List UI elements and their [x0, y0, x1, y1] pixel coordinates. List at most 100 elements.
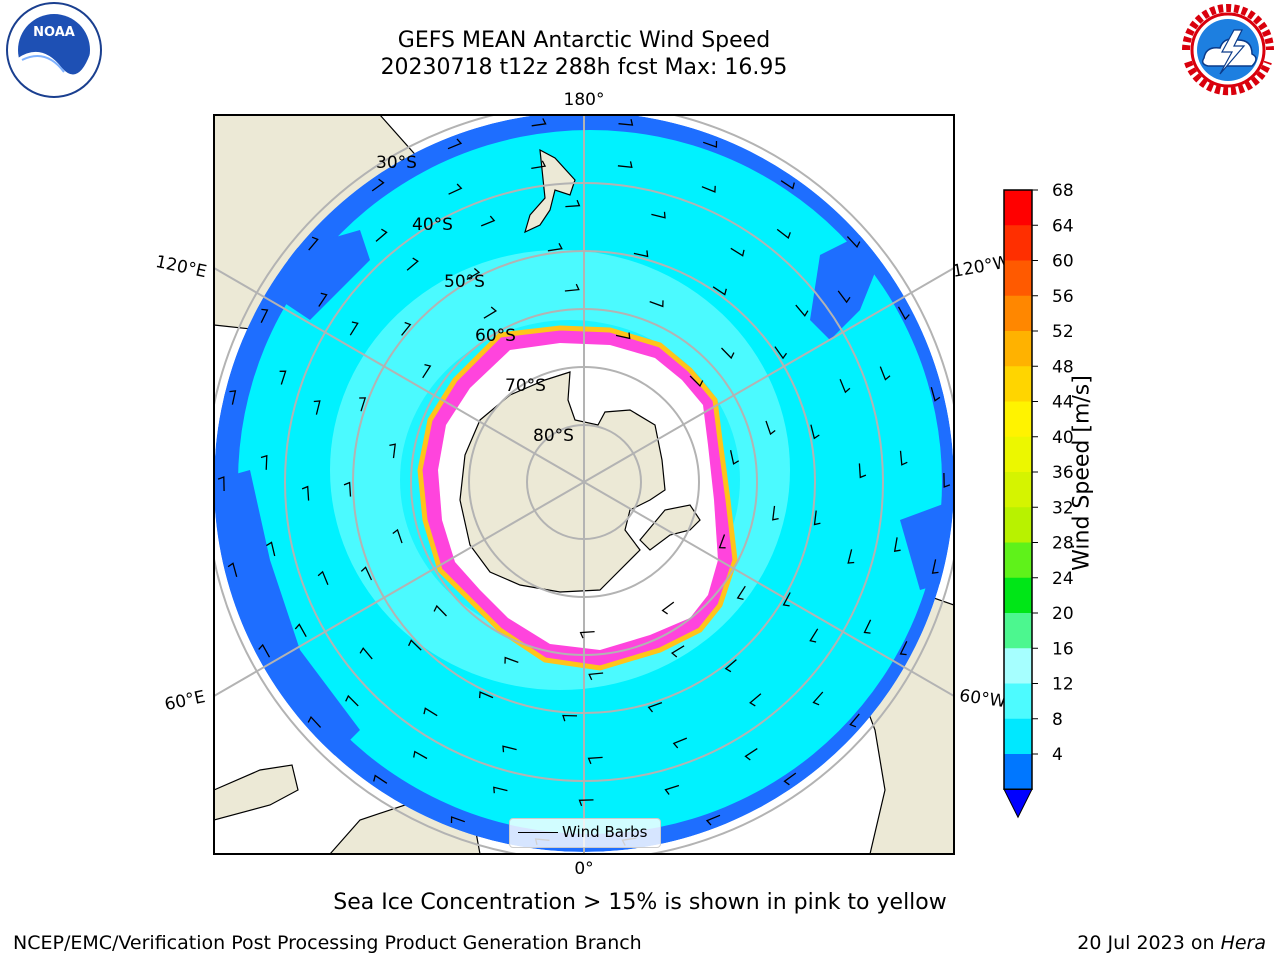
- wind-low-patch-se: [900, 500, 954, 590]
- wind-barb: [359, 647, 373, 660]
- footer-host: Hera: [1220, 932, 1266, 954]
- wind-barb: [422, 363, 432, 379]
- land-antarctica: [459, 371, 666, 593]
- wind-barb: [721, 347, 735, 360]
- wind-barb: [849, 713, 860, 728]
- land-new-zealand: [524, 148, 576, 234]
- wind-barb: [701, 185, 716, 193]
- lon-label-180: 180°: [564, 90, 605, 110]
- wind-barb: [478, 691, 494, 699]
- footer-right: 20 Jul 2023 on Hera: [1077, 932, 1266, 954]
- wind-barb: [307, 715, 322, 728]
- colorbar-tick-label: 20: [1052, 604, 1074, 624]
- wind-barb: [863, 619, 872, 634]
- wind-barb: [943, 472, 951, 488]
- wind-barb: [493, 786, 508, 794]
- wind-barb: [587, 756, 603, 765]
- wind-barb: [899, 450, 908, 466]
- lat-label-40s: 40°S: [412, 215, 453, 235]
- wind-barb: [651, 211, 666, 219]
- map-frame: [213, 114, 955, 855]
- colorbar-segment: [1004, 648, 1032, 684]
- colorbar-tick-label: 16: [1052, 639, 1074, 659]
- meridian-60e-120w: [214, 267, 954, 697]
- wind-barb: [565, 199, 581, 208]
- colorbar-tick-label: 24: [1052, 569, 1074, 589]
- wind-barb: [724, 659, 737, 673]
- wind-barb: [618, 119, 634, 126]
- wind-barb: [406, 257, 419, 271]
- wind-barb: [702, 140, 718, 148]
- colorbar-tick-label: 44: [1052, 393, 1074, 413]
- wind-barb: [649, 300, 664, 308]
- wind-barb: [579, 630, 595, 639]
- wind-barb: [359, 397, 367, 412]
- sea-ice: [417, 148, 738, 671]
- colorbar-tick-label: 4: [1052, 745, 1063, 765]
- wind-barb: [647, 701, 663, 713]
- lon-label-120e: 120°E: [154, 252, 209, 282]
- colorbar-segment: [1004, 683, 1032, 720]
- wind-low-patch-east: [810, 235, 880, 340]
- wind-barb: [617, 161, 633, 169]
- wind-barb: [729, 450, 740, 465]
- wind-barb: [705, 814, 721, 826]
- lon-label-120w: 120°W: [951, 252, 1012, 282]
- wind-barb: [217, 476, 225, 492]
- footer-left: NCEP/EMC/Verification Post Processing Pr…: [13, 932, 642, 954]
- wind-barb: [813, 510, 821, 526]
- wind-barb: [227, 562, 238, 577]
- lat-label-30s: 30°S: [376, 153, 417, 173]
- wind-barb: [661, 601, 675, 615]
- wind-barb: [308, 236, 319, 251]
- colorbar-segment: [1004, 401, 1032, 438]
- colorbar-segment: [1004, 718, 1032, 755]
- colorbar-tick-label: 64: [1052, 216, 1074, 236]
- wind-barb: [318, 292, 328, 307]
- colorbar-segment: [1004, 366, 1032, 402]
- wind-barb: [672, 737, 688, 749]
- colorbar-tick-label: 32: [1052, 498, 1074, 518]
- lat-label-50s: 50°S: [444, 272, 485, 292]
- wind-barb: [343, 481, 352, 497]
- wind-barb: [780, 180, 795, 190]
- colorbar-tick-label: 8: [1052, 710, 1063, 730]
- wind-barb: [858, 463, 867, 479]
- wind-barb: [899, 641, 908, 656]
- wind-barb: [450, 816, 466, 824]
- wind-barb: [810, 424, 820, 440]
- colorbar-segment: [1004, 613, 1032, 649]
- legend-label: Wind Barbs: [562, 823, 648, 841]
- wind-barb: [313, 400, 321, 415]
- legend-line: [518, 832, 558, 833]
- wind-barbs: [217, 118, 951, 846]
- lat-label-60s: 60°S: [475, 326, 516, 346]
- wind-barb: [258, 643, 271, 658]
- wind-barb: [408, 639, 422, 651]
- wind-barb: [392, 528, 403, 544]
- colorbar-underflow-arrow: [1003, 788, 1033, 819]
- lat-label-80s: 80°S: [533, 426, 574, 446]
- colorbar: 68 64 60 56 52 48 44 40 36 32 28 24 20 16 12 8 4: [1003, 181, 1074, 819]
- wind-barb: [588, 672, 604, 681]
- colorbar-label: Wind Speed [m/s]: [1069, 375, 1095, 571]
- wind-barb: [229, 390, 237, 405]
- wind-barb: [782, 592, 791, 607]
- noaa-logo: NOAA: [6, 2, 102, 98]
- colorbar-tick-label: 48: [1052, 357, 1074, 377]
- wind-barb: [664, 784, 680, 795]
- wind-barb: [423, 707, 438, 717]
- wind-barb: [847, 549, 855, 564]
- chart-title: GEFS MEAN Antarctic Wind Speed: [397, 28, 771, 53]
- colorbar-segment: [1004, 754, 1032, 790]
- colorbar-segment: [1004, 225, 1032, 261]
- wind-barb: [294, 623, 307, 638]
- wind-low-patch-nw: [280, 230, 370, 320]
- colorbar-segment: [1004, 507, 1032, 543]
- wind-barb: [260, 454, 268, 470]
- wind-barb: [531, 118, 547, 127]
- wind-barb: [389, 443, 396, 459]
- colorbar-frame: [1003, 189, 1033, 790]
- wind-barb: [433, 604, 447, 617]
- wind-barb: [371, 178, 385, 192]
